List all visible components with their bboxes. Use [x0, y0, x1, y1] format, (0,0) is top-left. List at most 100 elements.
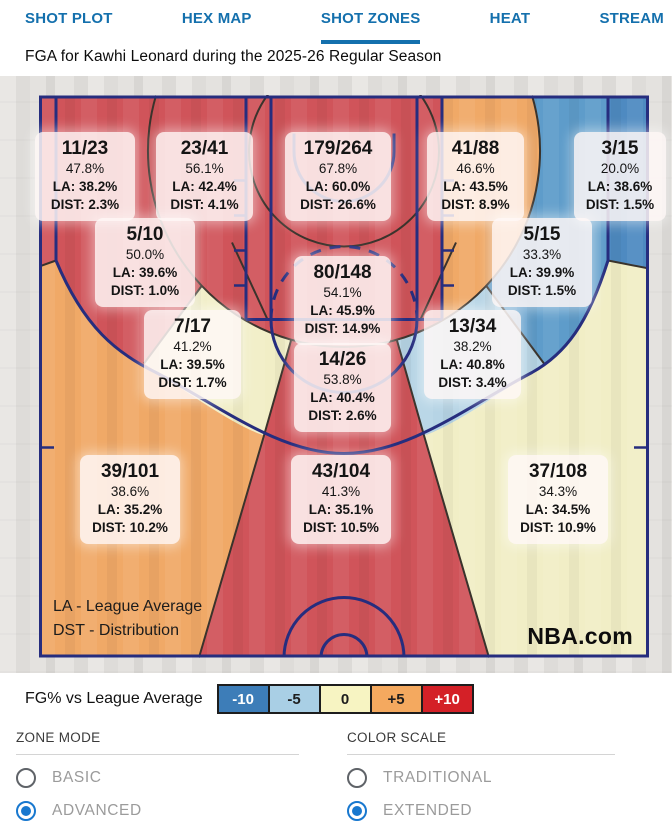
radio-row-traditional[interactable]: TRADITIONAL: [347, 768, 615, 788]
zone-made-attempt: 5/15: [523, 224, 561, 245]
radio-basic[interactable]: [16, 768, 36, 788]
zone-made-attempt: 37/108: [528, 461, 588, 482]
shot-zone-court: 179/264 67.8% LA: 60.0% DIST: 26.6% 80/1…: [35, 95, 666, 658]
radio-row-extended[interactable]: EXTENDED: [347, 801, 615, 821]
three-point-line: [54, 95, 610, 456]
zone-fg-pct: 47.8%: [65, 161, 105, 176]
nba-watermark: NBA.com: [527, 623, 633, 649]
zone-stats-left-corner-3: 11/23 47.8% LA: 38.2% DIST: 2.3%: [35, 132, 135, 221]
legend-scale: -10 -5 0 +5 +10: [216, 684, 474, 714]
zone-stats-midrange-center: 14/26 53.8% LA: 40.4% DIST: 2.6%: [294, 343, 391, 432]
zone-made-attempt: 14/26: [318, 349, 367, 370]
legend-stop-plus10: +10: [420, 684, 474, 714]
chart-title: FGA for Kawhi Leonard during the 2025-26…: [25, 48, 442, 65]
color-scale-header: COLOR SCALE: [347, 730, 615, 755]
legend-label: FG% vs League Average: [25, 690, 203, 707]
zone-fg-pct: 56.1%: [185, 161, 224, 176]
zone-league-avg: LA: 38.6%: [587, 179, 653, 194]
tab-stream[interactable]: STREAM: [599, 10, 664, 27]
legend-stop-minus10: -10: [216, 684, 270, 714]
zone-fg-pct: 46.6%: [456, 161, 495, 176]
zone-made-attempt: 41/88: [451, 138, 500, 159]
zone-distribution: DIST: 3.4%: [438, 375, 507, 390]
zone-stats-right-wing-3: 37/108 34.3% LA: 34.5% DIST: 10.9%: [508, 455, 608, 544]
zone-fg-pct: 53.8%: [323, 372, 362, 387]
court-border: [39, 95, 649, 658]
radio-traditional-label: TRADITIONAL: [383, 769, 493, 786]
zone-stats-left-wing-3: 39/101 38.6% LA: 35.2% DIST: 10.2%: [80, 455, 180, 544]
legend-stop-plus5: +5: [369, 684, 423, 714]
zone-fg-pct: 54.1%: [323, 285, 362, 300]
zone-stats-midrange-left-corner: 5/10 50.0% LA: 39.6% DIST: 1.0%: [95, 218, 195, 307]
zone-made-attempt: 23/41: [180, 138, 229, 159]
zone-made-attempt: 179/264: [303, 138, 373, 159]
zone-distribution: DIST: 4.1%: [170, 197, 239, 212]
zone-fg-pct: 38.6%: [110, 484, 150, 499]
zone-league-avg: LA: 35.2%: [97, 502, 163, 517]
zone-fg-pct: 34.3%: [538, 484, 578, 499]
chart-type-tabs: SHOT PLOT HEX MAP SHOT ZONES HEAT STREAM: [0, 0, 672, 44]
radio-extended[interactable]: [347, 801, 367, 821]
radio-basic-label: BASIC: [52, 769, 102, 786]
abbrev-la: LA - League Average: [53, 598, 203, 615]
color-scale-group: COLOR SCALE TRADITIONAL EXTENDED: [347, 730, 615, 821]
radio-advanced[interactable]: [16, 801, 36, 821]
zone-league-avg: LA: 39.6%: [112, 265, 178, 280]
zone-league-avg: LA: 42.4%: [172, 179, 237, 194]
zone-stats-midrange-right-wing: 13/34 38.2% LA: 40.8% DIST: 3.4%: [424, 310, 521, 399]
zone-league-avg: LA: 45.9%: [310, 303, 375, 318]
zone-fg-pct: 67.8%: [318, 161, 358, 176]
radio-row-advanced[interactable]: ADVANCED: [16, 801, 299, 821]
zone-league-avg: LA: 40.4%: [310, 390, 375, 405]
radio-advanced-label: ADVANCED: [52, 802, 142, 819]
zone-fg-pct: 41.2%: [173, 339, 212, 354]
zone-stats-top-of-arc-3: 43/104 41.3% LA: 35.1% DIST: 10.5%: [291, 455, 391, 544]
zone-distribution: DIST: 1.5%: [507, 283, 577, 298]
zone-made-attempt: 39/101: [100, 461, 160, 482]
radio-extended-label: EXTENDED: [383, 802, 473, 819]
legend-stop-zero: 0: [318, 684, 372, 714]
zone-made-attempt: 11/23: [61, 138, 109, 159]
zone-distribution: DIST: 1.0%: [110, 283, 180, 298]
zone-fg-pct: 38.2%: [453, 339, 492, 354]
tab-shot-zones[interactable]: SHOT ZONES: [320, 0, 421, 44]
zone-stats-midrange-right-corner: 5/15 33.3% LA: 39.9% DIST: 1.5%: [492, 218, 592, 307]
zone-distribution: DIST: 14.9%: [304, 321, 381, 336]
zone-made-attempt: 13/34: [448, 316, 497, 337]
zone-distribution: DIST: 1.5%: [585, 197, 655, 212]
zone-distribution: DIST: 10.2%: [92, 520, 168, 535]
zone-fg-pct: 50.0%: [125, 247, 165, 262]
tab-shot-plot[interactable]: SHOT PLOT: [25, 10, 113, 27]
tab-hex-map[interactable]: HEX MAP: [181, 10, 252, 27]
abbrev-dst: DST - Distribution: [53, 622, 179, 639]
radio-row-basic[interactable]: BASIC: [16, 768, 299, 788]
zone-distribution: DIST: 10.5%: [303, 520, 379, 535]
zone-stats-right-corner-3: 3/15 20.0% LA: 38.6% DIST: 1.5%: [574, 132, 666, 221]
zone-made-attempt: 43/104: [311, 461, 371, 482]
zone-mode-group: ZONE MODE BASIC ADVANCED: [16, 730, 299, 821]
center-circle-inner: [319, 633, 369, 658]
zone-stats-midrange-left-baseline: 23/41 56.1% LA: 42.4% DIST: 4.1%: [156, 132, 253, 221]
zone-fg-pct: 33.3%: [522, 247, 562, 262]
zone-stats-midrange-left-wing: 7/17 41.2% LA: 39.5% DIST: 1.7%: [144, 310, 241, 399]
zone-made-attempt: 80/148: [313, 262, 372, 283]
color-legend: FG% vs League Average -10 -5 0 +5 +10: [25, 684, 474, 714]
zone-league-avg: LA: 34.5%: [525, 502, 591, 517]
zone-distribution: DIST: 26.6%: [300, 197, 376, 212]
abbreviation-key: LA - League Average DST - Distribution: [53, 595, 202, 643]
zone-stats-restricted-area: 179/264 67.8% LA: 60.0% DIST: 26.6%: [285, 132, 391, 221]
zone-league-avg: LA: 38.2%: [52, 179, 118, 194]
zone-league-avg: LA: 39.9%: [509, 265, 575, 280]
zone-league-avg: LA: 40.8%: [440, 357, 505, 372]
zone-distribution: DIST: 2.3%: [50, 197, 120, 212]
radio-traditional[interactable]: [347, 768, 367, 788]
zone-fg-pct: 20.0%: [600, 161, 640, 176]
zone-made-attempt: 7/17: [174, 316, 211, 337]
zone-league-avg: LA: 43.5%: [443, 179, 508, 194]
center-circle-outer: [282, 596, 406, 658]
zone-league-avg: LA: 39.5%: [160, 357, 225, 372]
tab-heat[interactable]: HEAT: [489, 10, 531, 27]
legend-stop-minus5: -5: [267, 684, 321, 714]
zone-stats-midrange-right-baseline: 41/88 46.6% LA: 43.5% DIST: 8.9%: [427, 132, 524, 221]
zone-league-avg: LA: 60.0%: [305, 179, 371, 194]
